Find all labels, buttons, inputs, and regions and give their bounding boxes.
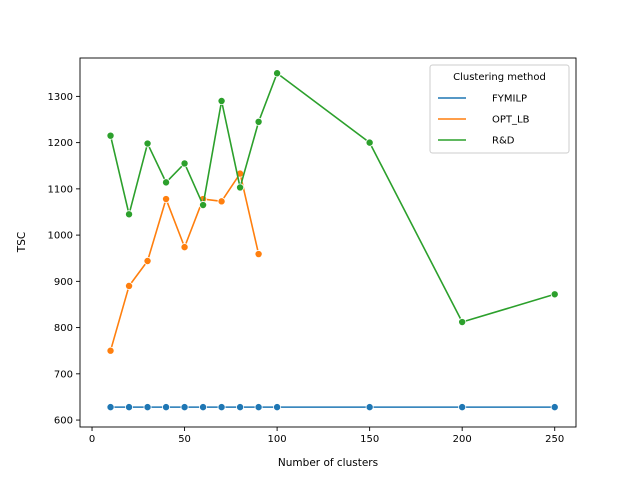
series-point-0-12 bbox=[550, 403, 559, 412]
legend-entry-1: OPT_LB bbox=[492, 115, 530, 126]
y-tick-label-1: 700 bbox=[54, 369, 73, 380]
series-point-0-10 bbox=[365, 403, 374, 412]
x-tick-label-4: 200 bbox=[453, 434, 472, 445]
x-axis-label: Number of clusters bbox=[278, 457, 378, 469]
y-tick-label-0: 600 bbox=[54, 416, 73, 427]
series-point-2-11 bbox=[458, 318, 467, 327]
legend-entry-2: R&D bbox=[492, 136, 515, 147]
series-point-2-8 bbox=[254, 117, 263, 126]
series-point-0-9 bbox=[273, 403, 282, 412]
y-tick-label-3: 900 bbox=[54, 277, 73, 288]
series-point-2-0 bbox=[106, 131, 115, 140]
series-point-1-1 bbox=[125, 281, 134, 290]
axes: 0 50 100 150 200 250 600 700 800 900 1000 1100 1200 1… bbox=[48, 57, 577, 445]
series-point-0-7 bbox=[236, 403, 245, 412]
axes-frame bbox=[79, 57, 577, 428]
x-tick-label-0: 0 bbox=[89, 434, 95, 445]
series-point-1-2 bbox=[143, 256, 152, 265]
series-point-2-9 bbox=[273, 69, 282, 78]
x-tick-label-5: 250 bbox=[545, 434, 564, 445]
x-tick-label-3: 150 bbox=[360, 434, 379, 445]
series-point-0-4 bbox=[180, 403, 189, 412]
series-point-0-11 bbox=[458, 403, 467, 412]
y-tick-label-6: 1200 bbox=[48, 138, 73, 149]
series-point-2-6 bbox=[217, 97, 226, 106]
series-point-1-0 bbox=[106, 346, 115, 355]
y-tick-label-7: 1300 bbox=[48, 92, 73, 103]
series-point-2-3 bbox=[162, 178, 171, 187]
x-tick-label-2: 100 bbox=[268, 434, 287, 445]
series-point-1-4 bbox=[180, 243, 189, 252]
legend-box bbox=[429, 64, 570, 154]
y-tick-label-5: 1100 bbox=[48, 184, 73, 195]
series-point-0-3 bbox=[162, 403, 171, 412]
y-axis-label: TSC bbox=[16, 232, 28, 253]
series-point-2-5 bbox=[199, 201, 208, 210]
series-point-0-1 bbox=[125, 403, 134, 412]
y-tick-label-4: 1000 bbox=[48, 231, 73, 242]
series-point-0-0 bbox=[106, 403, 115, 412]
series-point-1-6 bbox=[217, 197, 226, 206]
series-point-1-3 bbox=[162, 195, 171, 204]
series-point-2-1 bbox=[125, 210, 134, 219]
series-point-0-5 bbox=[199, 403, 208, 412]
legend-title: Clustering method bbox=[453, 72, 546, 83]
series-point-2-10 bbox=[365, 138, 374, 147]
x-tick-label-1: 50 bbox=[178, 434, 191, 445]
series-point-1-8 bbox=[254, 250, 263, 259]
series-point-2-4 bbox=[180, 159, 189, 168]
series-point-0-6 bbox=[217, 403, 226, 412]
series-point-2-7 bbox=[236, 183, 245, 192]
series-point-2-2 bbox=[143, 139, 152, 148]
legend-entry-0: FYMILP bbox=[492, 94, 527, 105]
series-point-0-2 bbox=[143, 403, 152, 412]
legend: Clustering method FYMILP OPT_LB R&D bbox=[429, 64, 570, 154]
series-point-0-8 bbox=[254, 403, 263, 412]
series-point-2-12 bbox=[550, 290, 559, 299]
plot-area bbox=[106, 69, 559, 412]
y-tick-label-2: 800 bbox=[54, 323, 73, 334]
